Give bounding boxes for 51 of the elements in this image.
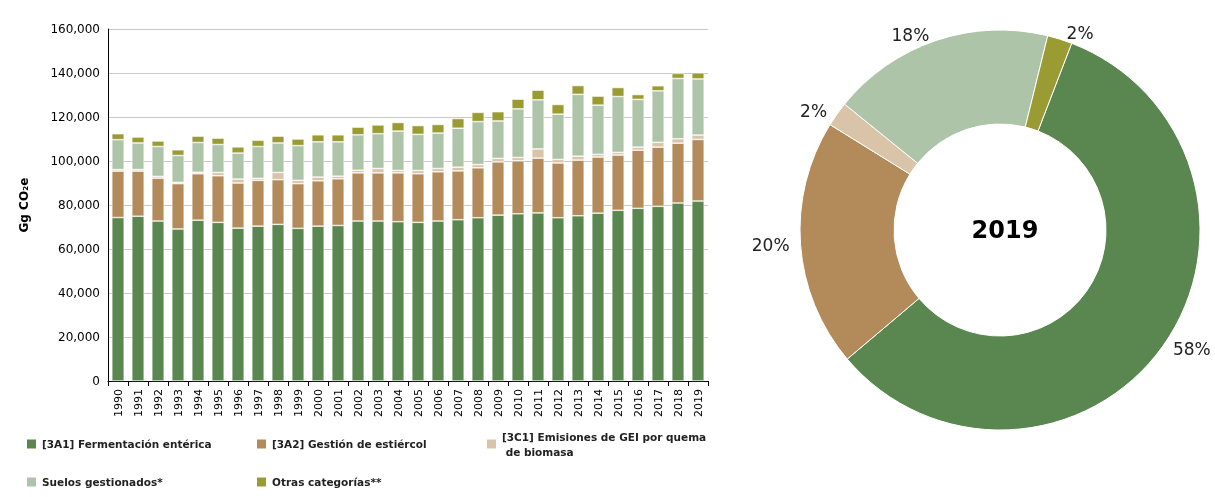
x-tick-label: 2009 [491,389,505,417]
data-label: 2% [1066,23,1094,44]
x-tick-label: 2011 [531,389,545,417]
x-tick-label: 2018 [671,389,685,417]
y-tick-label: 140,000 [50,66,100,80]
y-tick-label: 0 [92,374,100,388]
y-tick-label: 120,000 [50,110,100,124]
legend-label: [3C1] Emisiones de GEI por quema de biomasa [502,430,707,458]
x-tick-label: 2007 [451,389,465,417]
x-tick-label: 1990 [111,389,125,417]
x-tick-label: 2003 [371,389,385,417]
x-tick-label: 2012 [551,389,565,417]
x-tick-label: 2004 [391,389,405,417]
x-tick-label: 1994 [191,389,205,417]
x-tick-label: 2013 [571,389,585,417]
legend-label: [3A2] Gestión de estiércol [272,438,427,450]
x-tick-label: 1993 [171,389,185,417]
x-tick-label: 1998 [271,389,285,417]
x-tick-label: 1999 [291,389,305,417]
x-tick-label: 2008 [471,389,485,417]
text: 2019 [971,216,1039,244]
x-tick-label: 1997 [251,389,265,417]
x-tick-label: 2014 [591,389,605,417]
x-tick-label: 1996 [231,389,245,417]
y-tick-label: 60,000 [58,242,100,256]
x-tick-label: 2019 [691,389,705,417]
x-tick-label: 2001 [331,389,345,417]
y-axis-title: Gg CO₂e [17,177,31,233]
x-tick-label: 2005 [411,389,425,417]
x-tick-label: 2006 [431,389,445,417]
x-tick-label: 2002 [351,389,365,417]
y-tick-label: 100,000 [50,154,100,168]
x-tick-label: 1991 [131,389,145,417]
x-tick-label: 1995 [211,389,225,417]
data-label: 18% [891,24,930,45]
legend-label: [3A1] Fermentación entérica [42,438,212,450]
x-tick-label: 2000 [311,389,325,417]
legend-label: Otras categorías** [272,476,382,488]
y-tick-label: 160,000 [50,22,100,36]
x-tick-label: 2010 [511,389,525,417]
data-label: 58% [1172,339,1211,360]
y-tick-label: 80,000 [58,198,100,212]
x-tick-label: 2016 [631,389,645,417]
x-tick-label: 2017 [651,389,665,417]
data-label: 20% [751,235,790,256]
y-tick-label: 40,000 [58,286,100,300]
y-tick-label: 20,000 [58,330,100,344]
data-label: 2% [800,100,828,121]
x-tick-label: 2015 [611,389,625,417]
legend-label: Suelos gestionados* [42,476,164,488]
x-tick-label: 1992 [151,389,165,417]
